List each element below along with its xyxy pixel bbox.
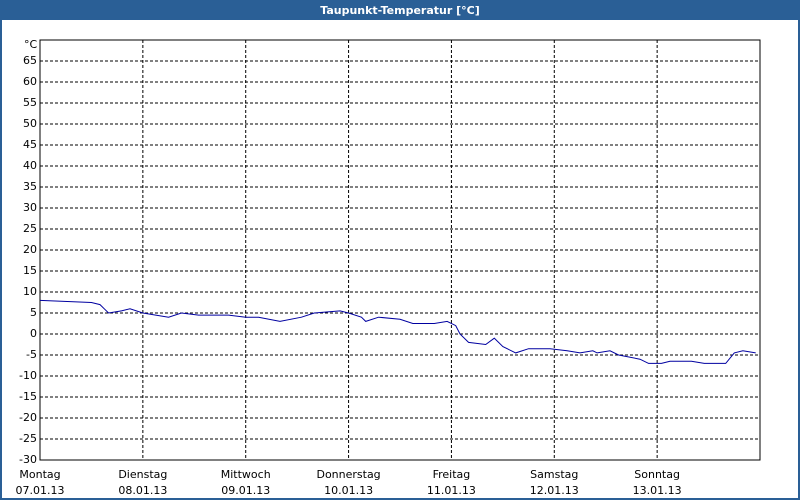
- y-tick-label: -10: [19, 369, 37, 382]
- x-tick-label: Montag: [19, 468, 60, 481]
- x-tick-date: 12.01.13: [530, 484, 579, 497]
- x-tick-label: Dienstag: [118, 468, 167, 481]
- y-tick-label: -30: [19, 453, 37, 466]
- x-tick-label: Samstag: [530, 468, 578, 481]
- y-tick-label: 20: [23, 243, 37, 256]
- x-tick-label: Mittwoch: [221, 468, 271, 481]
- x-tick-date: 13.01.13: [633, 484, 682, 497]
- y-tick-label: 10: [23, 285, 37, 298]
- y-tick-label: 5: [30, 306, 37, 319]
- y-tick-label: 15: [23, 264, 37, 277]
- y-tick-label: 50: [23, 117, 37, 130]
- y-tick-label: 0: [30, 327, 37, 340]
- y-tick-label: 55: [23, 96, 37, 109]
- y-tick-label: 45: [23, 138, 37, 151]
- x-tick-date: 07.01.13: [16, 484, 65, 497]
- x-tick-label: Donnerstag: [316, 468, 380, 481]
- x-tick-date: 11.01.13: [427, 484, 476, 497]
- chart-background: [2, 20, 798, 498]
- data-line: [39, 299, 756, 364]
- x-tick-label: Freitag: [433, 468, 471, 481]
- chart-title: Taupunkt-Temperatur [°C]: [320, 4, 480, 17]
- y-tick-label: -5: [26, 348, 37, 361]
- y-tick-label: 35: [23, 180, 37, 193]
- x-tick-date: 10.01.13: [324, 484, 373, 497]
- x-tick-label: Sonntag: [634, 468, 680, 481]
- y-tick-label: -15: [19, 390, 37, 403]
- y-tick-label: 40: [23, 159, 37, 172]
- x-tick-date: 09.01.13: [221, 484, 270, 497]
- y-tick-label: -20: [19, 411, 37, 424]
- y-tick-label: 25: [23, 222, 37, 235]
- y-tick-label: 30: [23, 201, 37, 214]
- y-tick-label: 65: [23, 54, 37, 67]
- y-tick-label: -25: [19, 432, 37, 445]
- y-tick-label: 60: [23, 75, 37, 88]
- y-unit: °C: [24, 38, 38, 51]
- x-tick-date: 08.01.13: [118, 484, 167, 497]
